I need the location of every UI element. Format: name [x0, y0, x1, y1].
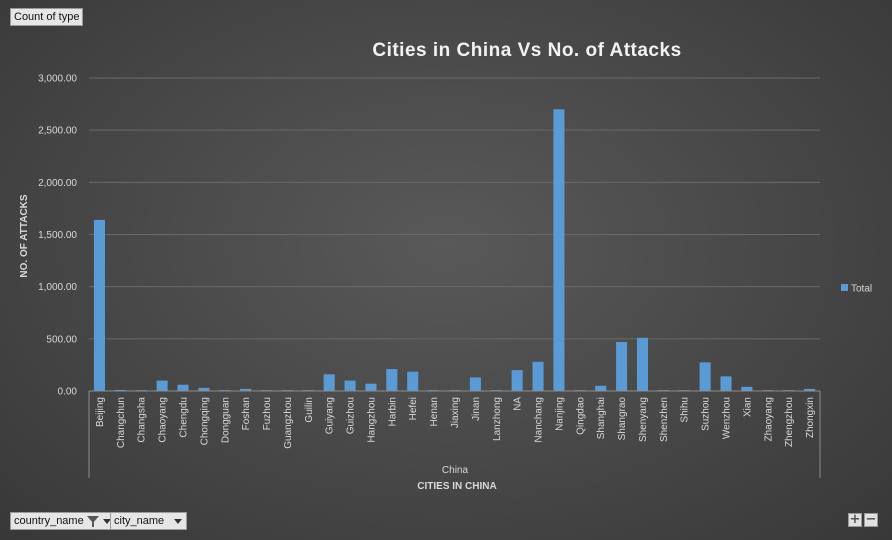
bar-nanchang	[532, 361, 544, 391]
bar-shanghai	[595, 385, 607, 391]
gridlines	[89, 77, 820, 340]
country-name-label: country_name	[14, 515, 84, 527]
x-tick-label: Xian	[742, 397, 753, 417]
collapse-minus-icon[interactable]: −	[864, 512, 878, 527]
bar-hangzhou	[365, 383, 377, 391]
filter-icon-stem	[92, 522, 94, 527]
x-tick-label: Chengdu	[178, 397, 189, 438]
bar-zhongxin	[804, 388, 816, 391]
x-tick-label: Suzhou	[701, 397, 712, 431]
x-tick-label: Jinan	[471, 397, 482, 421]
x-tick-label: Zhongxin	[805, 397, 816, 438]
y-tick-label: 500.00	[46, 334, 77, 345]
city-name-field-button[interactable]: city_name	[110, 512, 187, 530]
x-tick-label: Zhengzhou	[784, 397, 795, 447]
x-axis-ticks: Beijing Changchun Changsha Chaoyang Chengdu C…	[95, 397, 816, 449]
expand-plus-icon[interactable]: +	[848, 512, 862, 527]
bar-beijing	[93, 219, 105, 391]
bar-jinan	[469, 377, 481, 391]
x-tick-label: Shihu	[680, 397, 691, 423]
x-group-label: China	[442, 465, 469, 476]
x-tick-label: Nanchang	[534, 397, 545, 443]
x-tick-label: Changsha	[137, 397, 148, 443]
x-tick-label: Zhaoyang	[763, 397, 774, 441]
x-tick-label: Chongqing	[199, 397, 210, 445]
dropdown-arrow-icon	[174, 519, 182, 524]
y-tick-label: 1,000.00	[38, 282, 77, 293]
bar-foshan	[240, 388, 252, 391]
x-tick-label: Dongguan	[220, 397, 231, 443]
y-tick-label: 0.00	[58, 387, 78, 398]
x-tick-label: Nanjing	[554, 397, 565, 431]
filter-icon	[87, 516, 99, 523]
bar-changchun	[114, 389, 126, 391]
x-tick-label: Changchun	[116, 397, 127, 448]
bar-xian	[741, 386, 753, 391]
x-tick-label: Foshan	[241, 397, 252, 430]
bar-chengdu	[177, 384, 189, 391]
x-tick-label: Shangrao	[617, 397, 628, 441]
bar-chongqing	[198, 387, 210, 391]
bar-na	[511, 370, 523, 391]
y-tick-label: 2,500.00	[38, 126, 77, 137]
y-tick-label: 3,000.00	[38, 74, 77, 85]
x-tick-label: Shenyang	[638, 397, 649, 442]
y-axis-title: NO. OF ATTACKS	[19, 194, 30, 277]
x-tick-label: Shanghai	[596, 397, 607, 439]
x-tick-label: NA	[513, 397, 524, 411]
y-axis-ticks: 0.00 500.00 1,000.00 1,500.00 2,000.00 2,500.…	[38, 74, 77, 398]
country-name-field-button[interactable]: country_name	[10, 512, 116, 530]
x-tick-label: Guizhou	[346, 397, 357, 434]
bar-shangrao	[616, 341, 628, 391]
y-tick-label: 1,500.00	[38, 230, 77, 241]
x-tick-label: Chaoyang	[158, 397, 169, 443]
x-tick-label: Hangzhou	[366, 397, 377, 443]
x-axis-title: CITIES IN CHINA	[417, 481, 496, 492]
bar-harbin	[386, 369, 398, 391]
bar-hefei	[407, 371, 419, 391]
legend-swatch	[841, 284, 848, 291]
bar-guizhou	[344, 380, 356, 391]
bar-guiyang	[323, 374, 335, 391]
x-tick-label: Harbin	[387, 397, 398, 426]
x-tick-label: Guilin	[304, 397, 315, 423]
bar-nanjing	[553, 109, 565, 392]
x-tick-label: Hefei	[408, 397, 419, 420]
x-tick-label: Guangzhou	[283, 397, 294, 449]
x-tick-label: Shenzhen	[659, 397, 670, 442]
x-tick-label: Lanzhong	[492, 397, 503, 441]
city-name-label: city_name	[114, 515, 165, 527]
bar-wenzhou	[720, 376, 732, 391]
x-tick-label: Fuzhou	[262, 397, 273, 430]
bar-suzhou	[699, 362, 711, 391]
y-tick-label: 2,000.00	[38, 178, 77, 189]
legend-label-total: Total	[851, 284, 872, 295]
x-tick-label: Henan	[429, 397, 440, 426]
x-tick-label: Guiyang	[325, 397, 336, 434]
legend: Total	[841, 284, 872, 295]
chart-title: Cities in China Vs No. of Attacks	[372, 40, 681, 61]
bar-shenyang	[636, 337, 649, 391]
dropdown-arrow-icon	[103, 519, 111, 524]
x-tick-label: Wenzhou	[722, 397, 733, 439]
x-tick-label: Beijing	[95, 397, 106, 427]
bar-chaoyang	[156, 380, 168, 391]
bars	[93, 109, 816, 392]
value-field-label: Count of type	[14, 11, 80, 23]
value-field-button[interactable]: Count of type	[10, 8, 84, 26]
x-tick-label: Qingdao	[575, 397, 586, 435]
x-tick-label: Jiaxing	[450, 397, 461, 428]
